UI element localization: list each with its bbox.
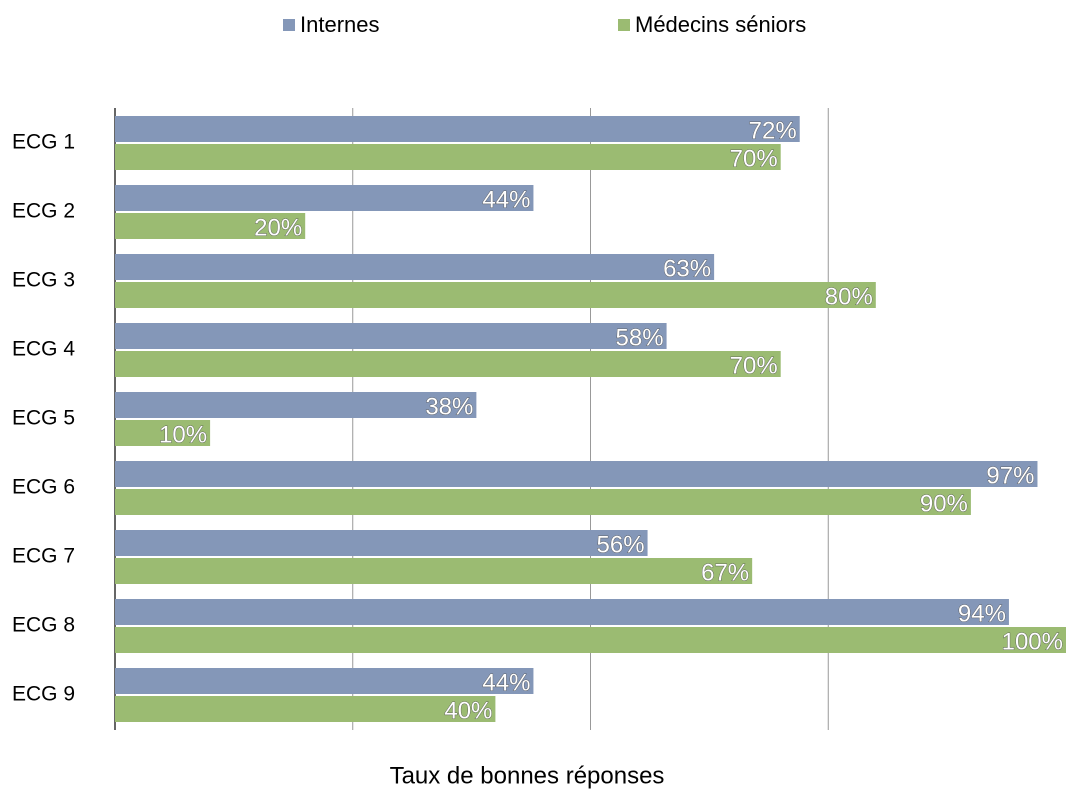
value-label: 72% bbox=[749, 117, 797, 144]
value-label: 40% bbox=[444, 697, 492, 724]
bar bbox=[115, 420, 211, 446]
y-tick-label: ECG 1 bbox=[12, 131, 75, 154]
bar bbox=[115, 558, 753, 584]
bar bbox=[115, 696, 496, 722]
y-tick-label: ECG 3 bbox=[12, 269, 75, 292]
value-label: 100% bbox=[1002, 628, 1063, 655]
bar bbox=[115, 116, 800, 142]
value-label: 56% bbox=[597, 531, 645, 558]
value-label: 10% bbox=[159, 421, 207, 448]
y-tick-label: ECG 5 bbox=[12, 407, 75, 430]
value-label: 97% bbox=[986, 462, 1034, 489]
value-label: 44% bbox=[482, 669, 530, 696]
value-label: 70% bbox=[730, 145, 778, 172]
value-label: 20% bbox=[254, 214, 302, 241]
bar bbox=[115, 323, 667, 349]
bar bbox=[115, 392, 477, 418]
y-tick-label: ECG 7 bbox=[12, 545, 75, 568]
legend-label: Internes bbox=[300, 12, 380, 37]
bar bbox=[115, 282, 876, 308]
y-tick-label: ECG 8 bbox=[12, 614, 75, 637]
legend-label: Médecins séniors bbox=[635, 12, 806, 37]
bar bbox=[115, 461, 1038, 487]
legend-swatch bbox=[283, 19, 295, 31]
value-label: 38% bbox=[425, 393, 473, 420]
value-label: 70% bbox=[730, 352, 778, 379]
value-label: 63% bbox=[663, 255, 711, 282]
value-label: 67% bbox=[701, 559, 749, 586]
bar bbox=[115, 351, 781, 377]
bar bbox=[115, 489, 971, 515]
value-label: 80% bbox=[825, 283, 873, 310]
y-tick-label: ECG 6 bbox=[12, 476, 75, 499]
value-label: 94% bbox=[958, 600, 1006, 627]
bar bbox=[115, 668, 534, 694]
bar bbox=[115, 144, 781, 170]
bar bbox=[115, 213, 306, 239]
value-label: 44% bbox=[482, 186, 530, 213]
y-tick-label: ECG 9 bbox=[12, 683, 75, 706]
x-axis-title: Taux de bonnes réponses bbox=[390, 762, 665, 789]
bar bbox=[115, 530, 648, 556]
y-tick-label: ECG 2 bbox=[12, 200, 75, 223]
legend-swatch bbox=[618, 19, 630, 31]
bar bbox=[115, 627, 1066, 653]
value-label: 90% bbox=[920, 490, 968, 517]
y-tick-label: ECG 4 bbox=[12, 338, 75, 361]
bar bbox=[115, 185, 534, 211]
value-label: 58% bbox=[616, 324, 664, 351]
bar bbox=[115, 599, 1009, 625]
bar bbox=[115, 254, 715, 280]
